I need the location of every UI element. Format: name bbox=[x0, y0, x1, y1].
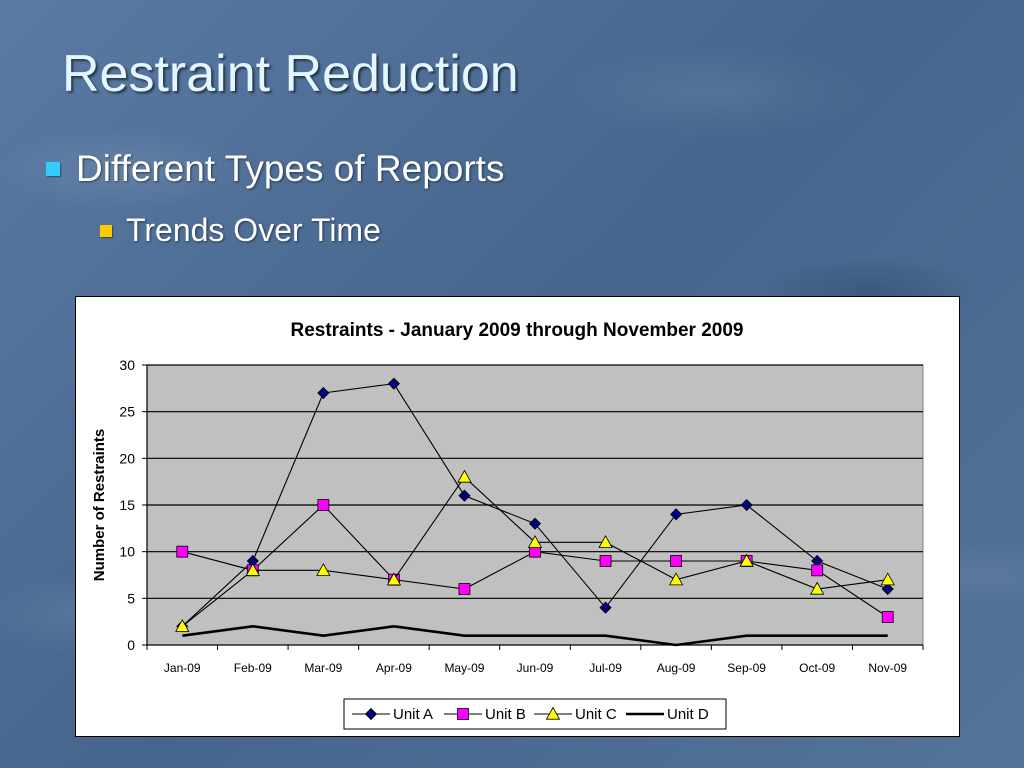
data-point-unit-c bbox=[880, 572, 895, 586]
data-point-unit-b bbox=[881, 611, 894, 623]
data-point-unit-c bbox=[386, 572, 402, 586]
data-point-unit-c bbox=[598, 535, 613, 548]
data-point-unit-a bbox=[528, 517, 542, 530]
y-axis-label: Number of Restraints bbox=[91, 429, 108, 582]
data-point-unit-b bbox=[670, 555, 682, 567]
x-tick-label: Jul-09 bbox=[589, 661, 622, 675]
x-tick-label: Nov-09 bbox=[868, 661, 907, 675]
data-point-unit-b bbox=[811, 564, 824, 577]
data-point-unit-c bbox=[175, 619, 190, 632]
y-tick-label: 5 bbox=[127, 590, 135, 606]
data-point-unit-a bbox=[458, 489, 471, 502]
x-tick-label: May-09 bbox=[444, 661, 484, 675]
x-tick-label: Aug-09 bbox=[657, 661, 696, 675]
data-point-unit-a bbox=[740, 498, 753, 512]
square-bullet-icon bbox=[46, 162, 60, 176]
legend-marker-unit-b bbox=[457, 708, 469, 720]
legend-label-unit-c: Unit C bbox=[575, 706, 617, 723]
data-point-unit-c bbox=[316, 563, 331, 576]
y-tick-label: 10 bbox=[119, 544, 135, 560]
x-tick-label: Mar-09 bbox=[304, 661, 342, 675]
data-point-unit-b bbox=[458, 583, 471, 595]
data-point-unit-a bbox=[317, 386, 330, 400]
data-point-unit-c bbox=[527, 535, 543, 548]
sub-bullet-text: Trends Over Time bbox=[126, 212, 381, 248]
chart-title: Restraints - January 2009 through Novemb… bbox=[290, 320, 743, 341]
y-tick-label: 15 bbox=[119, 497, 135, 513]
series-line-unit-d bbox=[182, 625, 888, 647]
data-point-unit-a bbox=[387, 377, 400, 390]
data-point-unit-a bbox=[881, 582, 894, 596]
x-tick-label: Oct-09 bbox=[799, 661, 835, 675]
legend-label-unit-d: Unit D bbox=[667, 706, 709, 723]
y-tick-label: 30 bbox=[119, 357, 135, 373]
y-tick-label: 0 bbox=[127, 637, 135, 653]
data-point-unit-a bbox=[599, 601, 612, 614]
data-point-unit-c bbox=[810, 581, 825, 595]
bullet-text: Different Types of Reports bbox=[76, 148, 505, 189]
legend-marker-unit-a bbox=[364, 707, 378, 721]
data-point-unit-b bbox=[176, 545, 189, 558]
x-tick-label: Feb-09 bbox=[234, 661, 272, 675]
data-point-unit-b bbox=[599, 555, 612, 567]
x-tick-label: Jun-09 bbox=[517, 661, 554, 675]
data-point-unit-a bbox=[670, 508, 683, 521]
line-chart: Restraints - January 2009 through Novemb… bbox=[91, 320, 924, 730]
y-tick-label: 20 bbox=[119, 450, 135, 466]
data-point-unit-c bbox=[668, 572, 684, 586]
x-tick-label: Jan-09 bbox=[164, 661, 201, 675]
square-bullet-icon bbox=[100, 224, 112, 237]
bullet-level-2: Trends Over Time bbox=[100, 212, 381, 249]
slide-title: Restraint Reduction bbox=[62, 45, 519, 103]
bullet-level-1: Different Types of Reports bbox=[46, 148, 504, 190]
data-point-unit-c bbox=[457, 469, 472, 483]
y-tick-label: 25 bbox=[119, 404, 135, 420]
chart-container: Restraints - January 2009 through Novemb… bbox=[75, 296, 960, 737]
legend-label-unit-a: Unit A bbox=[393, 706, 433, 723]
x-tick-label: Sep-09 bbox=[727, 661, 766, 675]
x-tick-label: Apr-09 bbox=[376, 661, 412, 675]
data-point-unit-c bbox=[245, 563, 260, 576]
data-point-unit-c bbox=[739, 553, 754, 567]
legend-marker-unit-c bbox=[545, 706, 561, 720]
data-point-unit-b bbox=[317, 499, 330, 511]
legend-label-unit-b: Unit B bbox=[485, 706, 526, 723]
